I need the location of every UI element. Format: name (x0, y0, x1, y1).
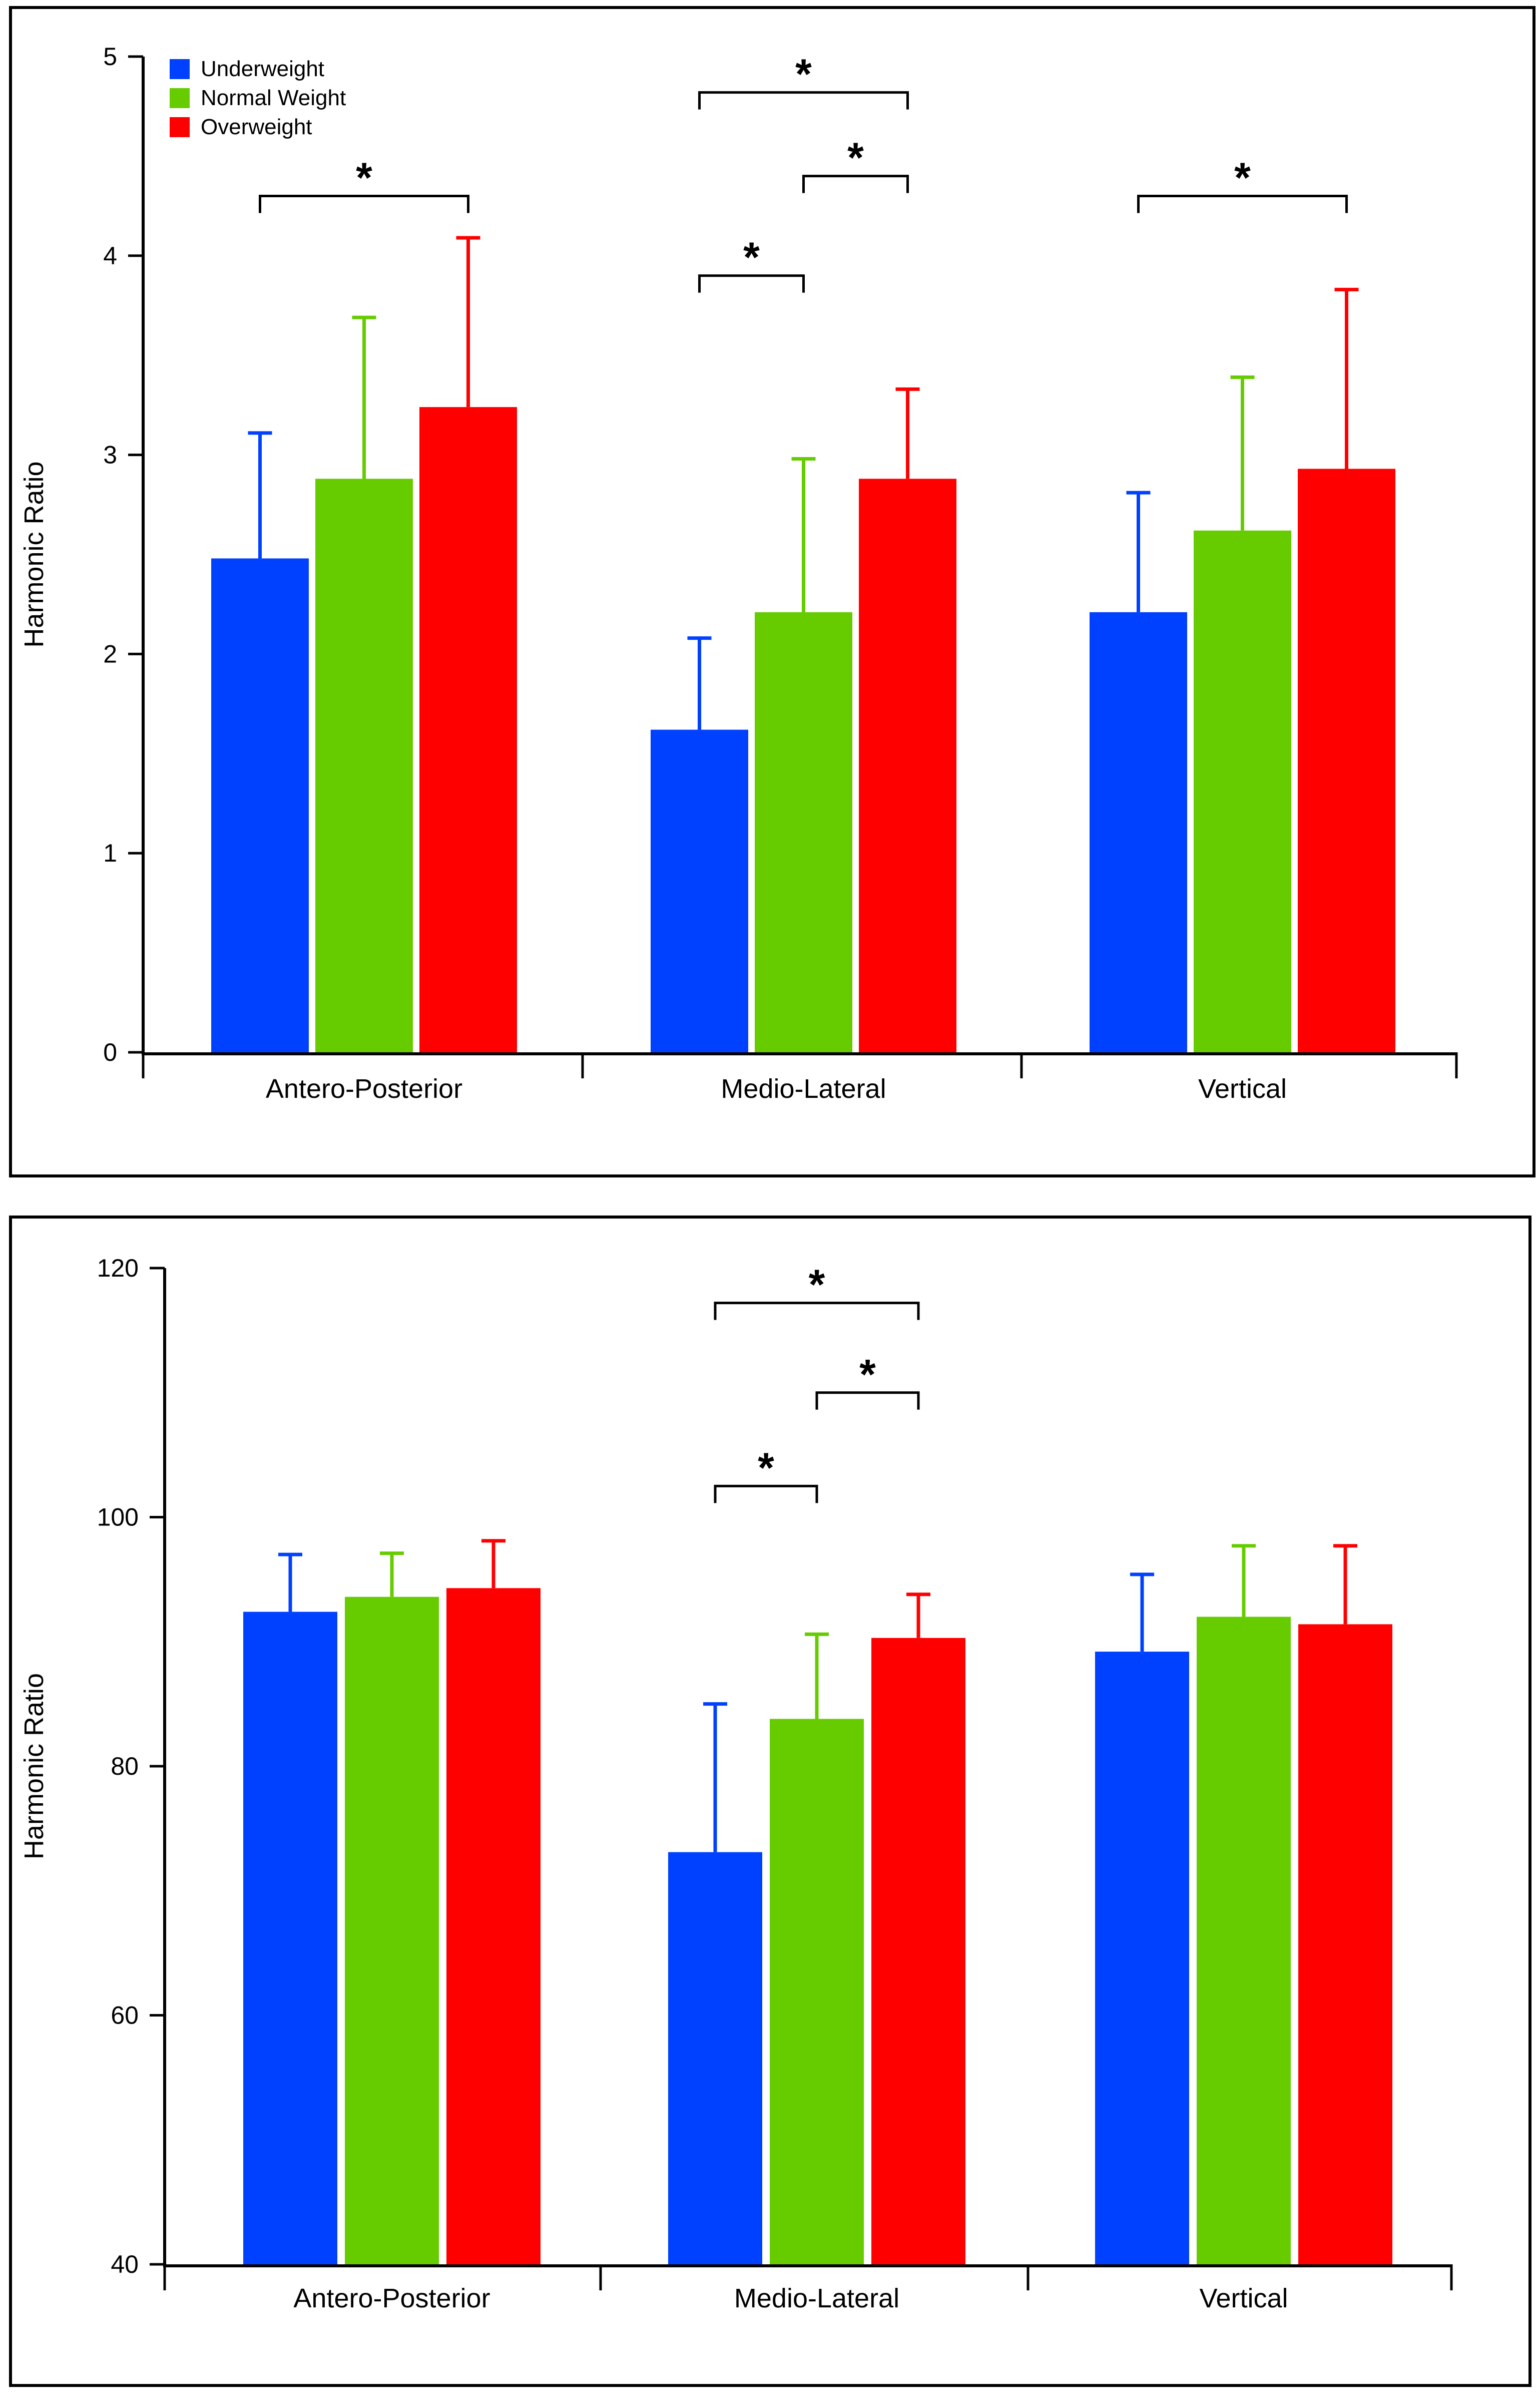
significance-star: * (847, 134, 864, 181)
significance-star: * (356, 154, 372, 201)
bar (345, 1596, 439, 2264)
significance-star: * (758, 1444, 774, 1491)
bar (871, 1638, 965, 2264)
bar (651, 729, 748, 1052)
legend-label: Underweight (201, 57, 324, 81)
significance-star: * (859, 1351, 876, 1398)
bar (211, 558, 309, 1052)
significance-bracket (714, 1302, 920, 1320)
legend-swatch (170, 88, 190, 108)
bar (1298, 469, 1395, 1052)
chart-top-svg: 0 1 2 3 4 5 Harmonic Ratio Antero-Posterior Medi… (19, 43, 1458, 1104)
y-tick-label: 60 (111, 2002, 139, 2030)
y-tick-label: 5 (103, 43, 117, 71)
significance-bracket (698, 91, 909, 110)
y-tick-label: 100 (97, 1503, 139, 1531)
bar (1194, 530, 1291, 1052)
bar (315, 479, 413, 1053)
category-label: Medio-Lateral (734, 2283, 899, 2313)
bar (1090, 612, 1187, 1052)
legend-label: Normal Weight (201, 86, 346, 110)
y-tick-label: 4 (103, 242, 117, 270)
y-tick-label: 3 (103, 441, 117, 469)
category-label: Medio-Lateral (721, 1074, 886, 1104)
significance-bracket (802, 175, 909, 193)
bar (668, 1852, 762, 2264)
bar (755, 612, 852, 1052)
category-label: Vertical (1198, 1074, 1287, 1104)
bar (859, 479, 956, 1053)
bar (419, 407, 517, 1053)
significance-bracket (259, 194, 469, 213)
legend-swatch (170, 117, 190, 137)
category-label: Antero-Posterior (266, 1074, 462, 1104)
significance-bracket (1137, 194, 1348, 213)
bar (1298, 1624, 1392, 2264)
y-axis-label: Harmonic Ratio (19, 1673, 49, 1859)
bar (1095, 1652, 1189, 2264)
bar (1197, 1617, 1291, 2264)
category-label: Vertical (1199, 2283, 1288, 2313)
category-label: Antero-Posterior (293, 2283, 490, 2313)
significance-star: * (809, 1261, 825, 1308)
y-tick-label: 2 (103, 640, 117, 668)
significance-bracket (815, 1391, 920, 1410)
legend-label: Overweight (201, 115, 312, 139)
significance-bracket (714, 1484, 818, 1503)
y-tick-label: 1 (103, 839, 117, 867)
y-tick-label: 0 (103, 1038, 117, 1066)
significance-star: * (795, 51, 812, 98)
bar (770, 1719, 864, 2264)
y-tick-label: 40 (111, 2250, 139, 2278)
chart-bottom-svg: 40 60 80 100 120 Harmonic Ratio Antero-Posteri… (19, 1254, 1453, 2313)
y-axis-label: Harmonic Ratio (19, 461, 49, 647)
bar (446, 1588, 541, 2264)
legend-swatch (170, 59, 190, 79)
bar (243, 1612, 337, 2264)
y-tick-label: 80 (111, 1752, 139, 1780)
significance-star: * (1234, 154, 1251, 201)
significance-bracket (698, 274, 805, 293)
significance-star: * (743, 234, 760, 281)
y-tick-label: 120 (97, 1254, 139, 1282)
chart-panel-bottom: 40 60 80 100 120 Harmonic Ratio Antero-Posteri… (9, 1216, 1531, 2387)
chart-panel-top: 0 1 2 3 4 5 Harmonic Ratio Antero-Posterior Medi… (9, 6, 1535, 1177)
